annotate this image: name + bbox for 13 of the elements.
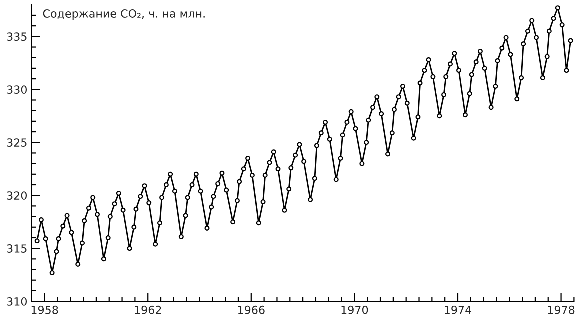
y-tick-label: 320 bbox=[7, 192, 27, 200]
y-axis-title: Содержание CO₂, ч. на млн. bbox=[43, 10, 205, 20]
x-tick-label: 1958 bbox=[32, 306, 58, 314]
y-tick-label: 315 bbox=[7, 244, 27, 253]
y-tick-label: 335 bbox=[7, 32, 27, 42]
x-tick-label: 1962 bbox=[135, 306, 162, 314]
x-tick-label: 1974 bbox=[445, 306, 472, 314]
y-tick-label: 310 bbox=[7, 298, 27, 306]
x-tick-label: 1978 bbox=[548, 306, 575, 314]
y-tick-label: 325 bbox=[7, 138, 27, 148]
y-tick-label: 330 bbox=[7, 86, 27, 94]
x-tick-label: 1970 bbox=[342, 306, 368, 314]
x-tick-label: 1966 bbox=[238, 306, 265, 314]
